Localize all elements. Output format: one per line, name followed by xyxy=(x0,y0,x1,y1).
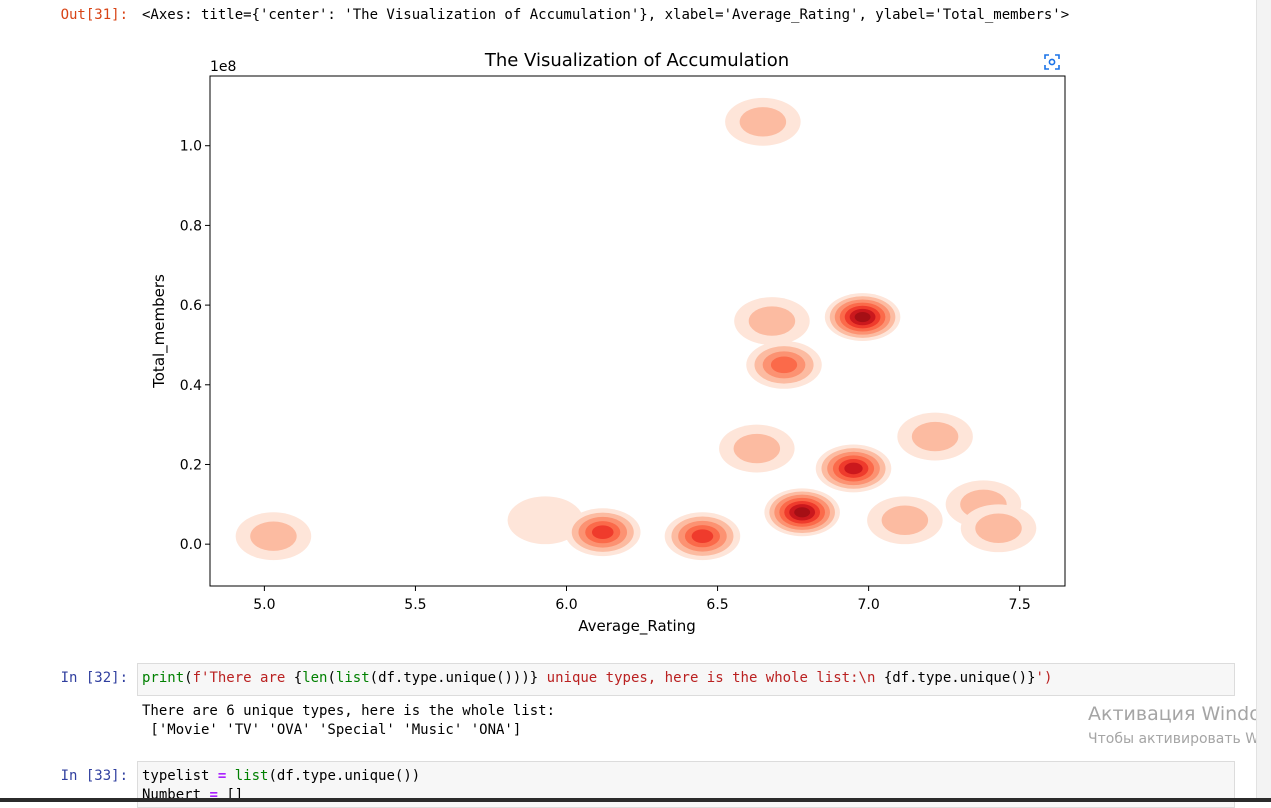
kde-plot: 5.0 5.5 6.0 6.5 7.0 7.5 0.0 0.2 0.4 0.6 0.8 1.0 Th… xyxy=(140,40,1080,640)
density-cluster xyxy=(235,512,312,561)
y-tick-label: 0.8 xyxy=(180,218,202,234)
input-prompt-33: In [33]: xyxy=(60,768,128,784)
density-contour xyxy=(739,107,787,137)
density-cluster xyxy=(746,340,822,389)
code-token: typelist xyxy=(142,768,210,784)
code-token: { xyxy=(293,670,303,686)
x-tick-label: 5.0 xyxy=(253,597,275,613)
density-cluster xyxy=(507,496,584,545)
y-tick-label: 1.0 xyxy=(180,139,202,155)
code-token: list xyxy=(335,670,370,686)
kde-chart-svg: 5.0 5.5 6.0 6.5 7.0 7.5 0.0 0.2 0.4 0.6 0.8 1.0 Th… xyxy=(150,50,1066,636)
plot-frame xyxy=(209,75,1066,587)
x-tick-label: 7.0 xyxy=(857,597,879,613)
expand-image-button[interactable] xyxy=(1040,50,1064,74)
density-contour xyxy=(250,521,297,551)
x-axis-label: Average_Rating xyxy=(578,617,695,636)
y-axis-label: Total_members xyxy=(150,274,169,389)
density-contour xyxy=(691,529,714,544)
vertical-scrollbar[interactable] xyxy=(1256,0,1271,802)
density-cluster xyxy=(815,444,892,493)
stdout-line-1: There are 6 unique types, here is the wh… xyxy=(142,703,556,719)
y-offset-text: 1e8 xyxy=(210,59,236,75)
density-contour xyxy=(770,356,798,374)
code-cell-32[interactable] xyxy=(137,663,1235,696)
density-cluster xyxy=(764,488,840,537)
input-prompt-32: In [32]: xyxy=(60,670,128,686)
density-contour xyxy=(591,525,614,540)
code-token: (df.type.unique()) xyxy=(268,768,421,784)
density-contour xyxy=(881,505,929,535)
density-cluster xyxy=(867,496,943,545)
output-prompt: Out[31]: xyxy=(60,7,128,23)
density-cluster xyxy=(719,424,795,473)
code-token: = xyxy=(217,768,227,784)
code-line: print(f'There are {len(list(df.type.uniq… xyxy=(142,670,1052,686)
code-token: print xyxy=(142,670,185,686)
density-contour xyxy=(975,513,1022,543)
expand-icon xyxy=(1044,54,1060,70)
code-token: = xyxy=(209,787,218,803)
density-contour xyxy=(794,507,811,518)
stdout-line-2: ['Movie' 'TV' 'OVA' 'Special' 'Music' 'O… xyxy=(142,722,522,738)
density-cluster xyxy=(725,97,801,146)
density-cluster xyxy=(960,504,1037,553)
density-cluster xyxy=(897,412,973,461)
y-tick-label: 0.2 xyxy=(180,457,202,473)
taskbar-edge xyxy=(0,798,1271,802)
code-token: list xyxy=(234,768,269,784)
density-cluster xyxy=(664,512,741,561)
code-token: {df.type.unique()} xyxy=(883,670,1036,686)
code-token: len xyxy=(302,670,328,686)
windows-activation-watermark: Активация Windov xyxy=(1088,703,1271,725)
chart-title: The Visualization of Accumulation xyxy=(484,50,789,71)
x-tick-label: 6.0 xyxy=(555,597,577,613)
x-tick-label: 5.5 xyxy=(404,597,426,613)
density-contour xyxy=(911,421,959,452)
density-contour xyxy=(854,312,871,323)
axes-repr-text: <Axes: title={'center': 'The Visualizati… xyxy=(142,7,1070,23)
y-tick-label: 0.0 xyxy=(180,537,202,553)
density-cluster xyxy=(734,297,810,345)
density-contour xyxy=(844,462,863,475)
y-tick-label: 0.4 xyxy=(180,378,202,394)
density-cluster xyxy=(824,293,901,341)
code-token: } xyxy=(529,670,539,686)
density-contour xyxy=(733,433,781,464)
x-tick-label: 7.5 xyxy=(1009,597,1031,613)
code-token: ( xyxy=(184,670,193,686)
density-contour xyxy=(748,306,796,336)
code-token: ') xyxy=(1035,670,1053,686)
code-token: f'There are xyxy=(192,670,294,686)
code-token: unique types, here is the whole list:\n xyxy=(538,670,884,686)
density-contour xyxy=(507,496,584,545)
windows-activation-subtext: Чтобы активировать Wind xyxy=(1088,731,1271,747)
x-tick-label: 6.5 xyxy=(706,597,728,613)
y-tick-label: 0.6 xyxy=(180,298,202,314)
code-line: typelist = list(df.type.unique()) xyxy=(142,768,420,784)
code-token: (df.type.unique())) xyxy=(369,670,530,686)
code-token: ( xyxy=(327,670,336,686)
density-cluster xyxy=(564,508,641,557)
